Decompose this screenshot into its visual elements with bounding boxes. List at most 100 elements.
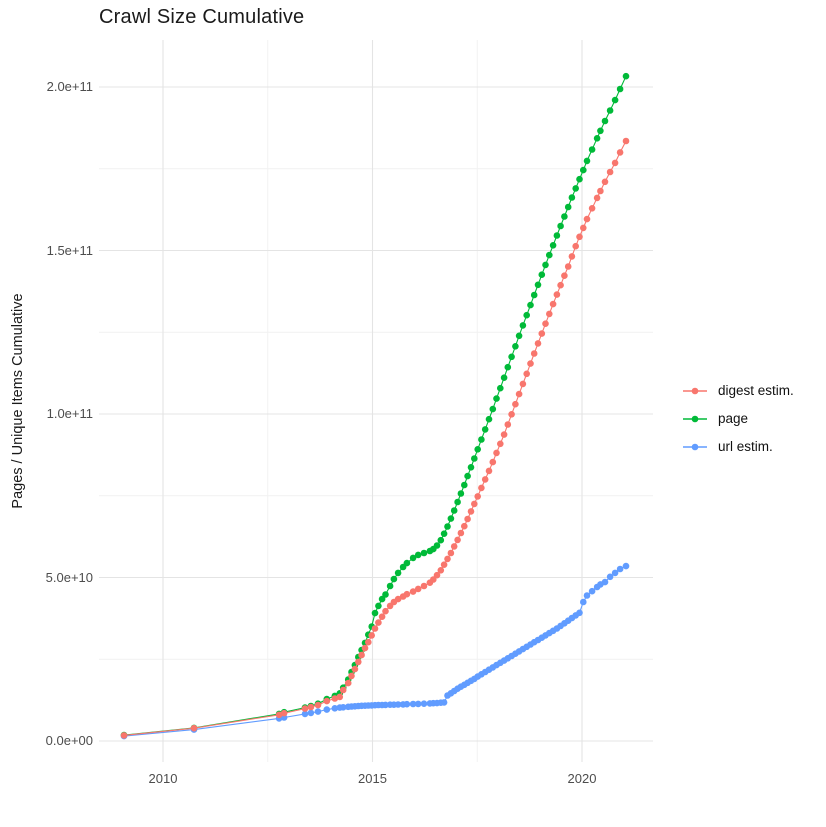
data-point: [576, 175, 583, 183]
data-point: [375, 619, 382, 626]
data-point: [301, 710, 309, 718]
data-point: [394, 701, 402, 708]
data-point: [611, 159, 619, 167]
data-point: [457, 529, 465, 537]
data-point: [307, 703, 315, 711]
data-point: [504, 421, 512, 428]
data-point: [371, 625, 379, 632]
data-point: [500, 374, 508, 382]
data-point: [568, 194, 576, 201]
data-point: [622, 137, 630, 145]
data-point: [339, 704, 347, 711]
data-point: [580, 598, 587, 606]
data-point: [351, 665, 359, 673]
data-point: [508, 353, 515, 361]
data-point: [527, 360, 534, 367]
data-point: [583, 215, 591, 223]
series-line-page: [123, 75, 627, 736]
data-point: [190, 724, 198, 732]
x-tick-label: 2010: [148, 771, 178, 786]
page-series-key-icon: [683, 415, 707, 422]
data-point: [454, 536, 461, 544]
legend-item-digest: digest estim.: [682, 381, 794, 400]
data-point: [447, 549, 455, 557]
data-point: [430, 576, 437, 583]
data-point: [447, 515, 455, 522]
data-point: [523, 370, 530, 378]
legend-label: url estim.: [718, 439, 773, 454]
data-point: [616, 149, 624, 156]
data-point: [593, 194, 601, 202]
data-point: [386, 582, 394, 590]
data-point: [478, 436, 485, 443]
data-point: [606, 573, 614, 581]
data-point: [557, 222, 564, 230]
data-point: [323, 706, 331, 713]
data-point: [301, 705, 309, 712]
y-tick-label: 2.0e+11: [46, 79, 93, 94]
data-point: [515, 332, 523, 340]
y-axis-title: Pages / Unique Items Cumulative: [10, 293, 26, 509]
data-point: [461, 481, 468, 489]
data-point: [420, 549, 428, 557]
data-point: [403, 700, 411, 708]
data-point: [497, 384, 504, 392]
data-point: [444, 555, 451, 563]
data-point: [382, 591, 389, 598]
y-tick-label: 0.0e+00: [45, 733, 93, 748]
data-point: [414, 700, 422, 708]
data-point: [378, 613, 386, 620]
data-point: [580, 224, 587, 232]
data-point: [440, 561, 448, 568]
data-point: [355, 658, 362, 666]
data-point: [394, 595, 402, 603]
data-point: [485, 467, 493, 475]
data-point: [314, 701, 322, 709]
data-point: [493, 395, 500, 402]
data-point: [508, 411, 515, 418]
data-point: [489, 458, 497, 466]
y-tick-label: 5.0e+10: [45, 569, 93, 585]
data-point: [437, 567, 445, 574]
data-point: [382, 607, 389, 615]
data-point: [420, 700, 428, 707]
data-point: [597, 187, 604, 195]
data-point: [568, 253, 576, 260]
data-point: [461, 522, 468, 530]
data-point: [549, 300, 557, 308]
data-point: [344, 679, 352, 687]
data-point: [576, 233, 583, 241]
data-point: [464, 515, 471, 523]
data-point: [358, 651, 365, 659]
data-point: [348, 672, 355, 680]
data-point: [542, 320, 549, 328]
data-point: [474, 493, 482, 500]
data-point: [504, 363, 512, 371]
data-point: [553, 291, 561, 298]
data-point: [622, 72, 630, 80]
data-point: [433, 571, 441, 579]
data-point: [409, 700, 417, 708]
data-point: [368, 632, 376, 639]
data-point: [593, 135, 601, 142]
data-point: [450, 507, 458, 514]
data-point: [440, 530, 448, 537]
data-point: [611, 569, 619, 577]
data-point: [601, 117, 609, 125]
y-tick-label: 1.5e+11: [46, 242, 93, 258]
data-point: [588, 146, 596, 153]
data-point: [481, 426, 489, 433]
data-point: [403, 590, 411, 598]
data-point: [500, 431, 508, 438]
data-point: [489, 405, 497, 413]
data-point: [601, 578, 609, 586]
data-point: [471, 455, 478, 462]
data-point: [336, 693, 344, 701]
data-point: [414, 585, 422, 593]
legend-label: digest estim.: [718, 383, 794, 398]
data-point: [534, 340, 542, 347]
data-point: [323, 697, 331, 705]
data-point: [497, 440, 504, 448]
